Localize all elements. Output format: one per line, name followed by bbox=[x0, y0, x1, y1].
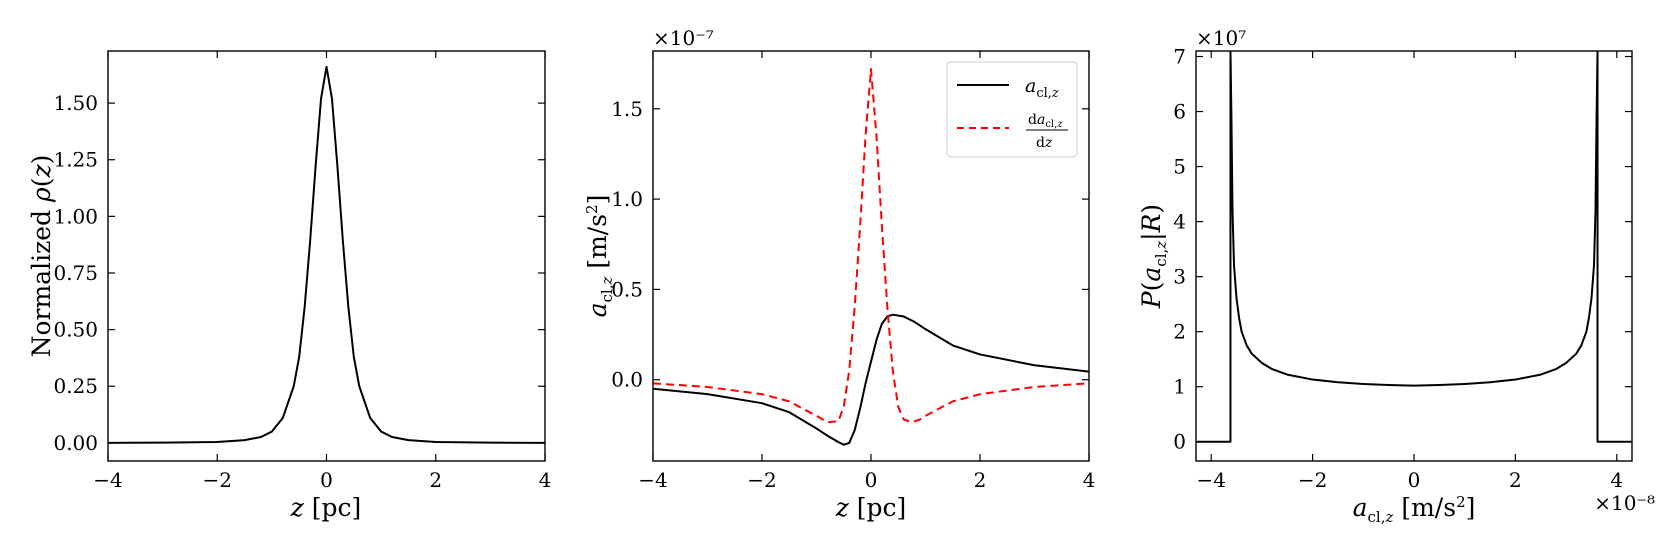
density-panel: −4 −2 0 2 4 0.00 0.25 0.50 0.75 1.00 1.25 1.50 z [p… bbox=[27, 50, 551, 522]
acceleration-series-line-1 bbox=[653, 68, 1089, 424]
acceleration-panel: −4 −2 0 2 4 0.0 0.5 1.0 1.5 ×10⁻⁷ z [pc] acl,z [… bbox=[583, 26, 1095, 522]
acceleration-y-tick-label: 1.5 bbox=[611, 97, 643, 121]
probability-series-line-0 bbox=[1196, 51, 1632, 443]
probability-x-tick-label: 4 bbox=[1610, 468, 1623, 492]
probability-ticks: −4 −2 0 2 4 0 1 2 3 4 5 6 7 bbox=[1173, 45, 1632, 492]
probability-y-tick-label: 0 bbox=[1173, 430, 1186, 454]
density-series-line-0 bbox=[108, 65, 545, 444]
probability-axes-frame bbox=[1195, 50, 1633, 462]
density-y-tick-label: 0.00 bbox=[53, 431, 98, 455]
acceleration-y-offset-text: ×10⁻⁷ bbox=[653, 26, 714, 50]
acceleration-x-tick-label: −4 bbox=[638, 468, 667, 492]
density-ticks: −4 −2 0 2 4 0.00 0.25 0.50 0.75 1.00 1.25 1.50 bbox=[53, 51, 551, 492]
probability-y-tick-label: 6 bbox=[1173, 100, 1186, 124]
density-y-tick-label: 0.75 bbox=[53, 261, 98, 285]
acceleration-x-tick-label: 4 bbox=[1083, 468, 1096, 492]
density-x-tick-label: −2 bbox=[203, 468, 232, 492]
probability-x-tick-label: −2 bbox=[1298, 468, 1327, 492]
acceleration-y-tick-label: 0.5 bbox=[611, 277, 643, 301]
probability-y-tick-label: 3 bbox=[1173, 265, 1186, 289]
density-y-tick-label: 1.25 bbox=[53, 148, 98, 172]
density-y-tick-label: 1.50 bbox=[53, 91, 98, 115]
density-y-tick-label: 1.00 bbox=[53, 204, 98, 228]
density-axes-frame bbox=[107, 50, 546, 462]
legend: acl,z dacl,z dz bbox=[946, 61, 1078, 158]
acceleration-plot-area bbox=[653, 68, 1089, 446]
probability-x-tick-label: 0 bbox=[1408, 468, 1421, 492]
acceleration-y-tick-label: 1.0 bbox=[611, 187, 643, 211]
density-y-axis-label: Normalized ρ(z) bbox=[27, 155, 56, 358]
probability-y-tick-label: 7 bbox=[1173, 45, 1186, 69]
acceleration-series-line-0 bbox=[653, 313, 1089, 446]
probability-y-tick-label: 5 bbox=[1173, 155, 1186, 179]
acceleration-y-axis-label: acl,z [m/s2] bbox=[583, 195, 616, 318]
density-x-axis-label: z [pc] bbox=[290, 493, 362, 522]
acceleration-x-tick-label: −2 bbox=[747, 468, 776, 492]
probability-y-offset-text: ×10⁷ bbox=[1196, 26, 1246, 50]
probability-x-axis-label: acl,z [m/s2] bbox=[1353, 493, 1476, 526]
svg-text:dz: dz bbox=[1036, 135, 1053, 151]
acceleration-x-axis-label: z [pc] bbox=[835, 493, 907, 522]
density-x-tick-label: 0 bbox=[320, 468, 333, 492]
probability-y-tick-label: 4 bbox=[1173, 210, 1186, 234]
density-y-tick-label: 0.50 bbox=[53, 318, 98, 342]
density-x-tick-label: 2 bbox=[429, 468, 442, 492]
probability-plot-area bbox=[1196, 51, 1632, 443]
acceleration-y-tick-label: 0.0 bbox=[611, 368, 643, 392]
acceleration-x-tick-label: 2 bbox=[974, 468, 987, 492]
probability-y-tick-label: 1 bbox=[1173, 375, 1186, 399]
probability-x-offset-text: ×10⁻⁸ bbox=[1594, 491, 1655, 515]
density-x-tick-label: −4 bbox=[93, 468, 122, 492]
probability-x-tick-label: −4 bbox=[1196, 468, 1225, 492]
acceleration-ticks: −4 −2 0 2 4 0.0 0.5 1.0 1.5 bbox=[611, 51, 1095, 492]
density-y-tick-label: 0.25 bbox=[53, 374, 98, 398]
acceleration-x-tick-label: 0 bbox=[865, 468, 878, 492]
legend-label-acceleration: acl,z bbox=[1025, 75, 1059, 101]
density-plot-area bbox=[108, 65, 545, 444]
probability-y-tick-label: 2 bbox=[1173, 320, 1186, 344]
legend-box bbox=[946, 61, 1078, 158]
probability-y-axis-label: P(acl,z|R) bbox=[1137, 204, 1170, 309]
probability-x-tick-label: 2 bbox=[1509, 468, 1522, 492]
density-x-tick-label: 4 bbox=[539, 468, 552, 492]
